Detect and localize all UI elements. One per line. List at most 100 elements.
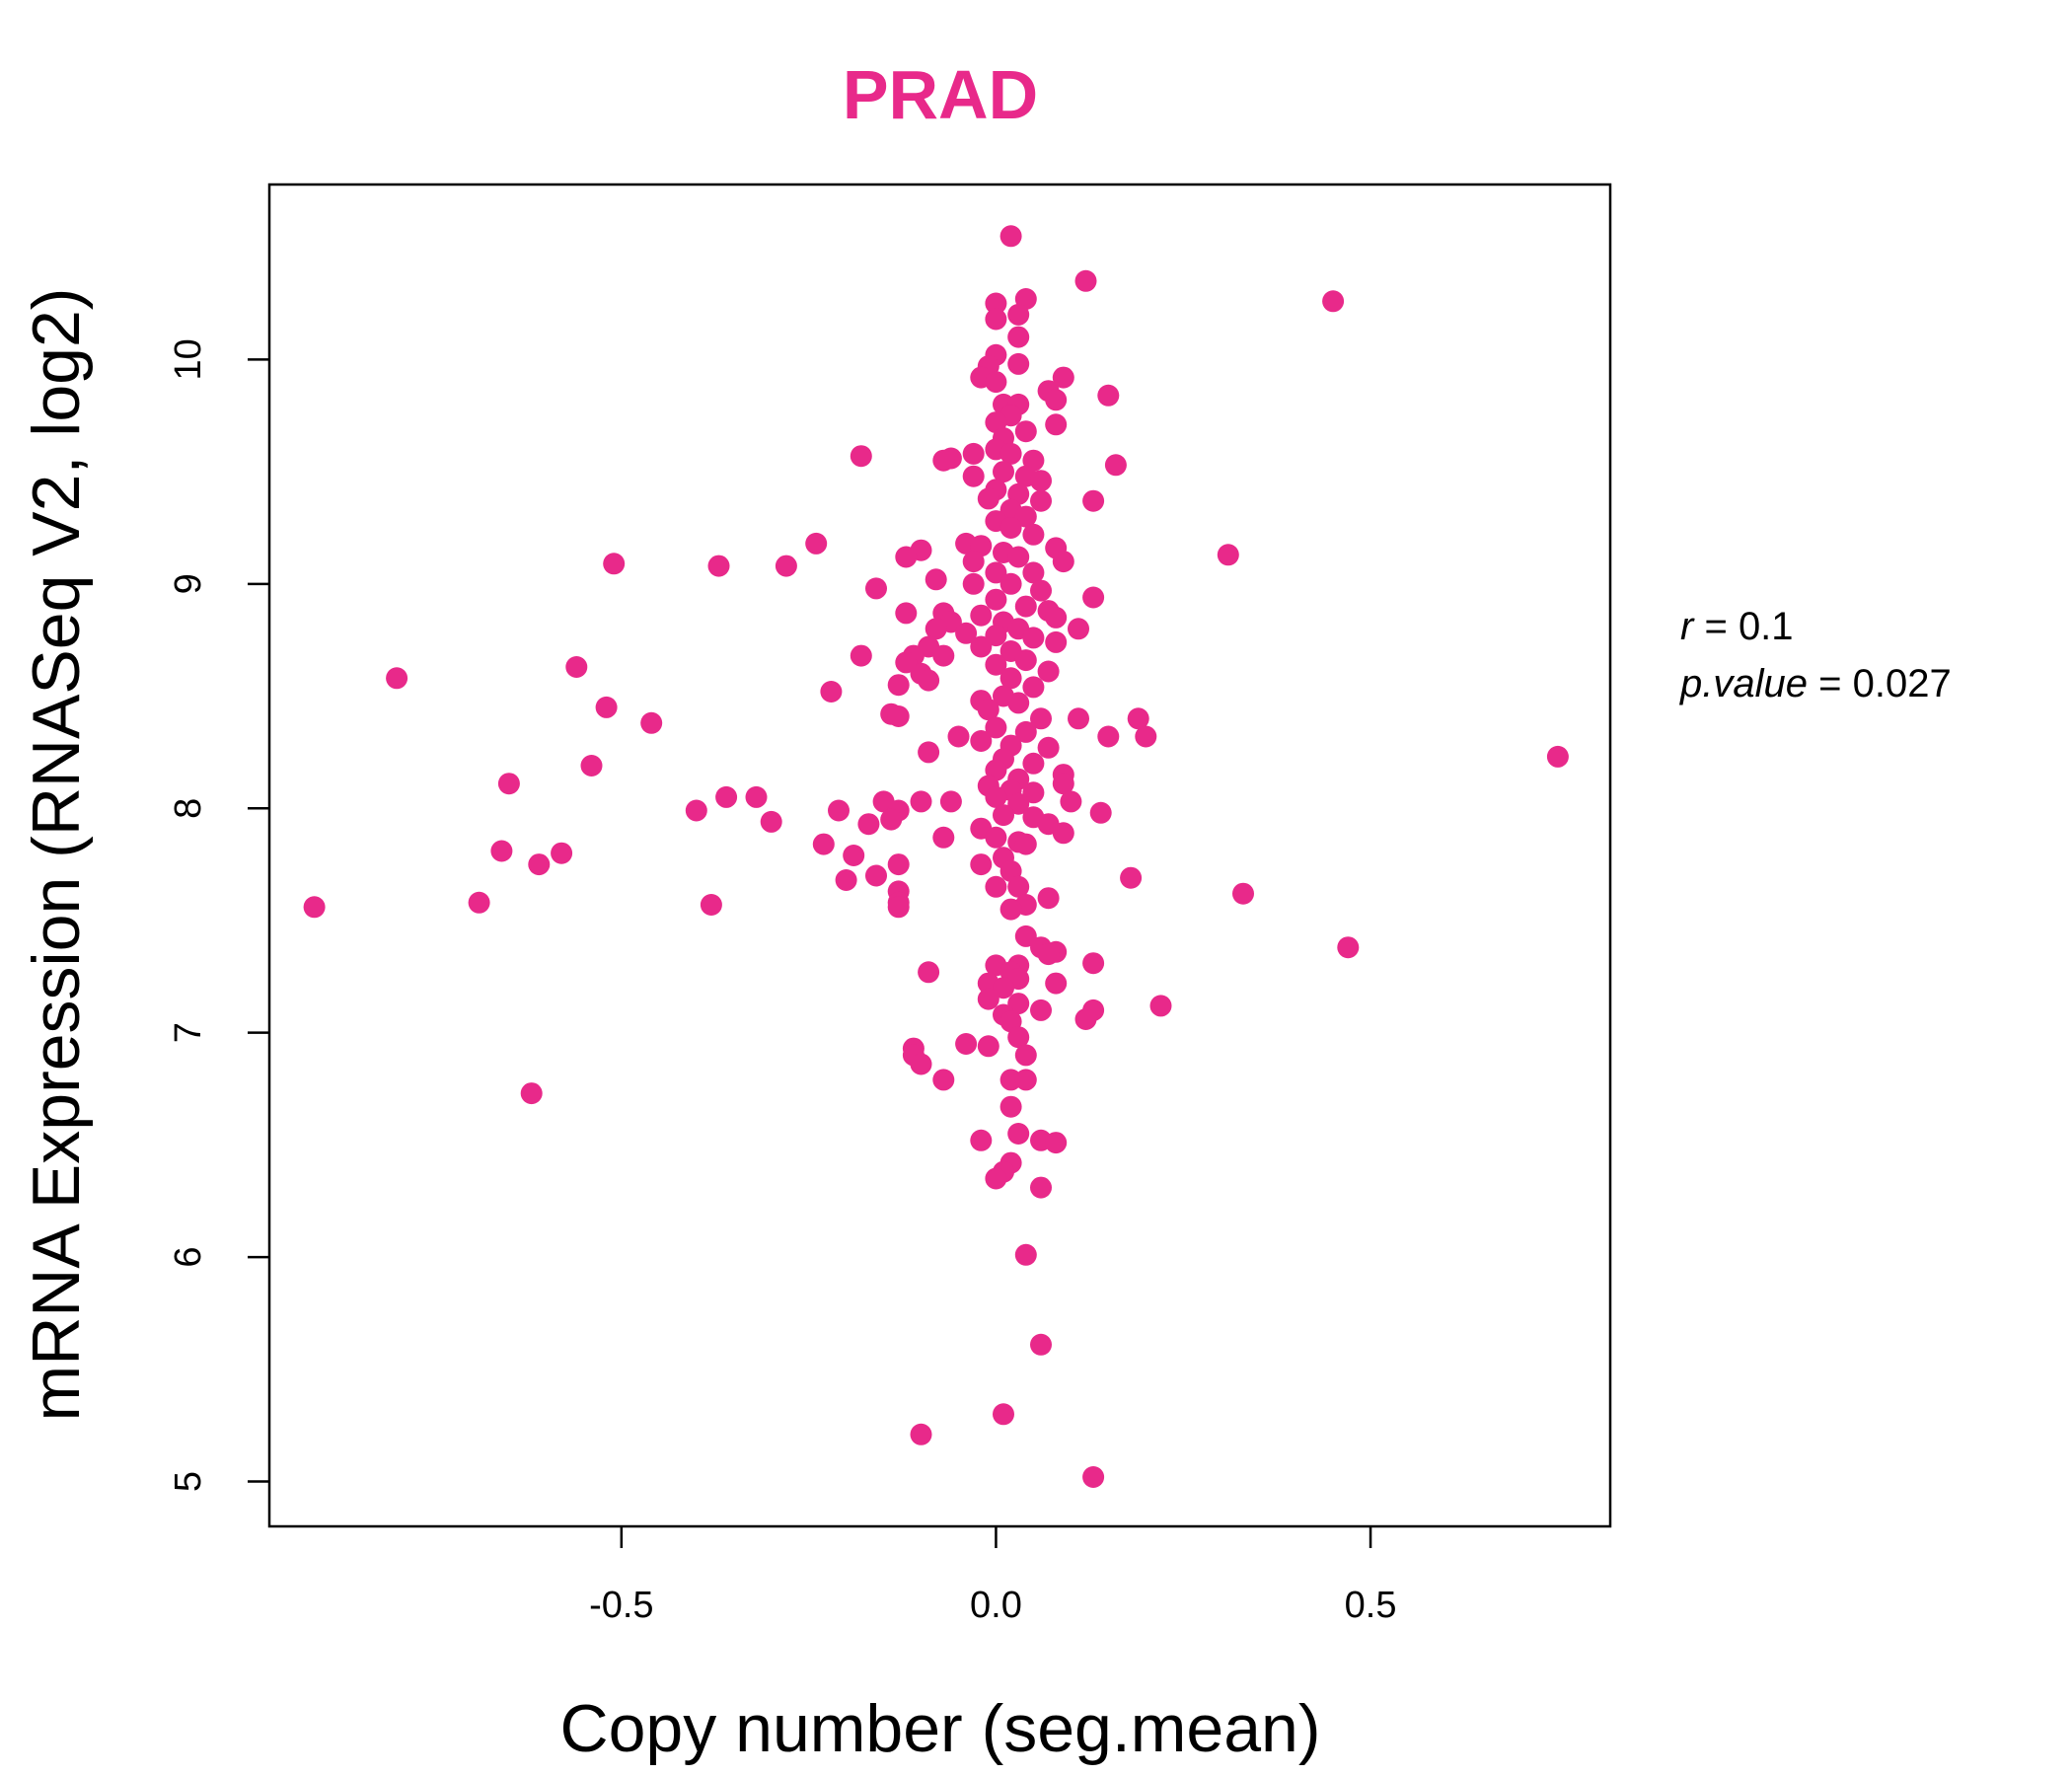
data-point-112 — [640, 711, 663, 734]
data-point-45 — [1022, 523, 1045, 546]
data-point-133 — [1022, 781, 1045, 804]
data-point-214 — [520, 1082, 543, 1105]
data-point-31 — [1104, 454, 1127, 477]
data-point-26 — [932, 449, 955, 472]
data-point-125 — [580, 755, 603, 777]
data-point-56 — [1052, 551, 1074, 573]
data-point-146 — [993, 804, 1014, 827]
data-point-113 — [985, 716, 1007, 739]
data-point-69 — [1014, 595, 1037, 618]
stats-annotation: r = 0.1 p.value = 0.027 — [1679, 605, 1952, 705]
data-point-206 — [977, 1035, 999, 1058]
data-point-59 — [775, 555, 797, 577]
data-point-153 — [1052, 822, 1074, 845]
data-point-100 — [1022, 676, 1045, 699]
data-point-182 — [1014, 925, 1037, 947]
data-point-205 — [955, 1033, 978, 1055]
svg-text:r = 0.1: r = 0.1 — [1680, 605, 1794, 648]
data-point-90 — [1014, 649, 1037, 672]
data-point-222 — [985, 1167, 1007, 1190]
y-tick-label-0: 5 — [168, 1471, 209, 1492]
data-point-198 — [1149, 995, 1172, 1017]
data-point-204 — [1007, 1026, 1030, 1049]
data-point-10 — [1007, 352, 1030, 375]
data-point-163 — [528, 853, 551, 876]
data-point-143 — [828, 799, 850, 822]
data-point-13 — [1052, 366, 1074, 389]
data-point-79 — [1068, 618, 1089, 640]
data-point-27 — [850, 445, 872, 468]
data-point-122 — [1546, 745, 1569, 768]
data-point-64 — [865, 577, 887, 600]
data-point-48 — [805, 532, 828, 555]
data-point-118 — [970, 730, 993, 752]
data-point-58 — [707, 555, 730, 577]
data-point-219 — [1045, 1132, 1068, 1154]
data-point-15 — [1045, 389, 1068, 411]
data-point-66 — [1030, 579, 1052, 602]
data-point-223 — [1030, 1176, 1052, 1199]
data-point-216 — [1007, 1123, 1030, 1145]
data-point-210 — [910, 1053, 932, 1075]
data-point-51 — [895, 546, 918, 568]
data-point-42 — [1014, 505, 1037, 528]
data-point-101 — [820, 681, 843, 703]
r-equals: = — [1704, 605, 1738, 648]
data-point-63 — [962, 572, 985, 595]
data-point-213 — [1014, 1069, 1037, 1091]
data-point-168 — [1120, 866, 1143, 889]
x-tick-label-2: 0.5 — [1345, 1585, 1397, 1626]
data-point-57 — [603, 553, 626, 575]
data-point-73 — [970, 604, 993, 627]
data-point-157 — [812, 833, 835, 855]
data-point-4 — [985, 292, 1007, 315]
data-point-93 — [565, 656, 588, 678]
p-equals: = — [1818, 662, 1852, 705]
data-point-6 — [985, 308, 1007, 331]
data-point-117 — [1135, 725, 1157, 748]
y-tick-label-3: 8 — [168, 798, 209, 819]
data-point-115 — [947, 725, 970, 748]
data-point-7 — [1007, 326, 1030, 348]
data-point-212 — [999, 1069, 1022, 1091]
points-layer — [303, 225, 1569, 1488]
data-point-22 — [1014, 420, 1037, 443]
data-point-40 — [1030, 489, 1052, 512]
data-point-61 — [1022, 561, 1045, 584]
data-point-24 — [962, 442, 985, 465]
data-point-159 — [490, 840, 513, 862]
data-point-228 — [1082, 1466, 1105, 1488]
data-point-186 — [1037, 943, 1060, 966]
data-point-74 — [1045, 606, 1068, 629]
data-point-211 — [932, 1069, 955, 1091]
data-point-1 — [1074, 269, 1097, 292]
data-point-158 — [1014, 833, 1037, 855]
x-tick-label-1: 0.0 — [970, 1585, 1022, 1626]
data-point-52 — [1217, 544, 1239, 566]
r-label: r — [1680, 605, 1695, 648]
data-point-116 — [1097, 725, 1120, 748]
data-point-148 — [760, 810, 782, 833]
data-point-171 — [1007, 875, 1030, 898]
data-point-160 — [551, 842, 573, 864]
data-point-92 — [985, 653, 1007, 676]
data-point-130 — [1052, 773, 1074, 795]
data-point-2 — [1322, 290, 1345, 313]
data-point-180 — [887, 896, 910, 919]
y-axis-title: mRNA Expression (RNASeq V2, log2) — [19, 288, 94, 1422]
data-point-91 — [895, 651, 918, 674]
data-point-99 — [887, 674, 910, 697]
data-point-114 — [1014, 720, 1037, 743]
p-label: p.value — [1679, 662, 1808, 705]
data-point-224 — [1014, 1243, 1037, 1266]
data-point-141 — [1007, 792, 1030, 815]
data-point-12 — [985, 371, 1007, 394]
data-point-96 — [386, 667, 408, 690]
chart-title: PRAD — [843, 56, 1038, 133]
data-point-196 — [977, 988, 999, 1010]
data-point-161 — [843, 845, 865, 866]
svg-text:p.value = 0.027: p.value = 0.027 — [1679, 662, 1952, 705]
data-point-60 — [985, 561, 1007, 584]
data-point-68 — [985, 588, 1007, 611]
